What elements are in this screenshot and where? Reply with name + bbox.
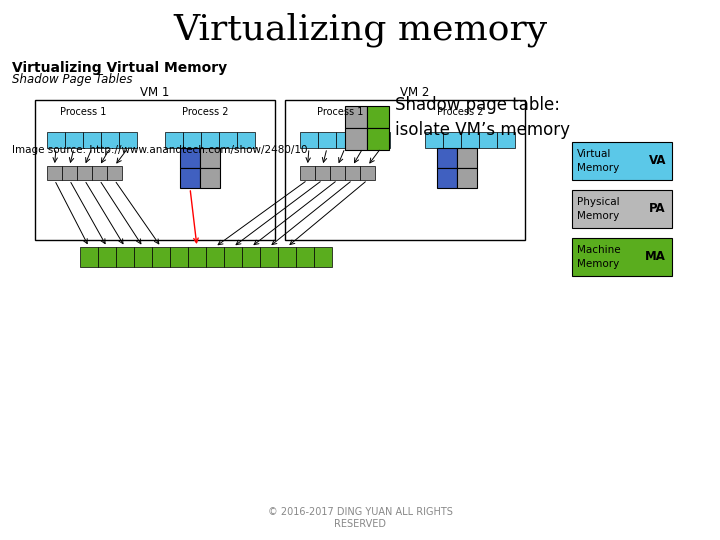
Bar: [572, 190, 672, 228]
Bar: [116, 247, 134, 267]
Bar: [479, 132, 497, 148]
Bar: [119, 132, 137, 148]
Bar: [318, 132, 336, 148]
Bar: [367, 128, 389, 150]
Bar: [345, 166, 360, 180]
Bar: [170, 247, 188, 267]
Bar: [572, 238, 672, 276]
Bar: [92, 166, 107, 180]
Bar: [65, 132, 83, 148]
Bar: [425, 132, 443, 148]
Text: VM 1: VM 1: [140, 86, 170, 99]
Text: Shadow page table:: Shadow page table:: [395, 96, 560, 114]
Text: Virtual: Virtual: [577, 149, 611, 159]
Bar: [437, 168, 457, 188]
Text: MA: MA: [645, 251, 666, 264]
Text: Process 1: Process 1: [317, 107, 363, 117]
Bar: [188, 247, 206, 267]
Bar: [443, 132, 461, 148]
Bar: [314, 247, 332, 267]
Bar: [260, 247, 278, 267]
Text: Process 2: Process 2: [437, 107, 483, 117]
Bar: [219, 132, 237, 148]
Text: Physical: Physical: [577, 197, 620, 207]
Text: Process 2: Process 2: [181, 107, 228, 117]
Bar: [62, 166, 77, 180]
Bar: [360, 166, 375, 180]
Bar: [437, 148, 457, 168]
Text: VA: VA: [649, 154, 666, 167]
Text: Memory: Memory: [577, 211, 619, 221]
Bar: [345, 106, 367, 128]
Bar: [315, 166, 330, 180]
Text: isolate VM’s memory: isolate VM’s memory: [395, 121, 570, 139]
Bar: [354, 132, 372, 148]
Bar: [35, 100, 275, 240]
Bar: [47, 166, 62, 180]
Bar: [77, 166, 92, 180]
Text: © 2016-2017 DING YUAN ALL RIGHTS
RESERVED: © 2016-2017 DING YUAN ALL RIGHTS RESERVE…: [268, 507, 452, 529]
Text: Memory: Memory: [577, 163, 619, 173]
Bar: [180, 168, 200, 188]
Bar: [278, 247, 296, 267]
Bar: [300, 166, 315, 180]
Bar: [285, 100, 525, 240]
Bar: [237, 132, 255, 148]
Bar: [330, 166, 345, 180]
Bar: [200, 148, 220, 168]
Bar: [242, 247, 260, 267]
Bar: [165, 132, 183, 148]
Bar: [107, 166, 122, 180]
Bar: [152, 247, 170, 267]
Text: Memory: Memory: [577, 259, 619, 269]
Bar: [180, 148, 200, 168]
Bar: [572, 142, 672, 180]
Bar: [461, 132, 479, 148]
Bar: [372, 132, 390, 148]
Bar: [200, 168, 220, 188]
Bar: [80, 247, 98, 267]
Bar: [300, 132, 318, 148]
Bar: [183, 132, 201, 148]
Text: Virtualizing memory: Virtualizing memory: [173, 13, 547, 47]
Bar: [224, 247, 242, 267]
Text: Process 1: Process 1: [60, 107, 106, 117]
Bar: [296, 247, 314, 267]
Text: VM 2: VM 2: [400, 86, 430, 99]
Text: Machine: Machine: [577, 245, 621, 255]
Bar: [497, 132, 515, 148]
Text: Shadow Page Tables: Shadow Page Tables: [12, 73, 132, 86]
Bar: [336, 132, 354, 148]
Bar: [98, 247, 116, 267]
Bar: [457, 168, 477, 188]
Bar: [457, 148, 477, 168]
Bar: [134, 247, 152, 267]
Bar: [101, 132, 119, 148]
Bar: [201, 132, 219, 148]
Text: Virtualizing Virtual Memory: Virtualizing Virtual Memory: [12, 61, 227, 75]
Bar: [83, 132, 101, 148]
Bar: [345, 128, 367, 150]
Bar: [47, 132, 65, 148]
Text: Image source: http://www.anandtech.com/show/2480/10: Image source: http://www.anandtech.com/s…: [12, 145, 307, 155]
Text: PA: PA: [649, 202, 666, 215]
Bar: [367, 106, 389, 128]
Bar: [206, 247, 224, 267]
